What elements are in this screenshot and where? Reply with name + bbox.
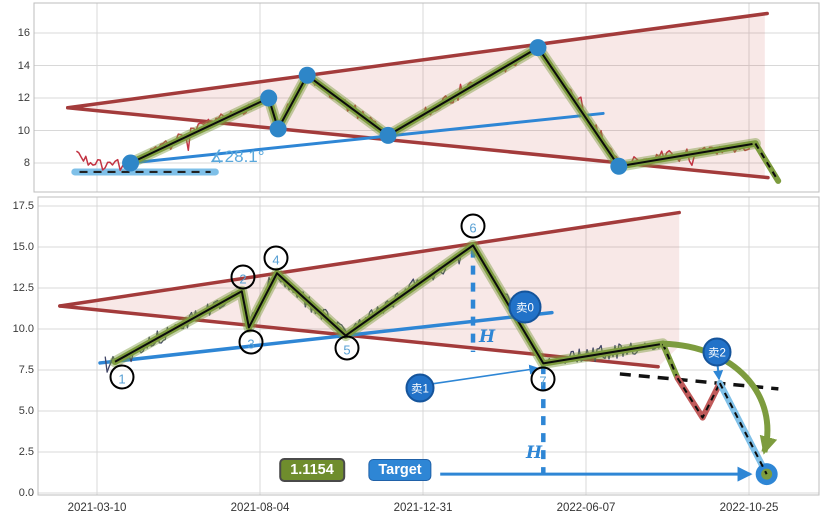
chart-canvas <box>33 2 820 496</box>
figure: ∡28.1° H H 1.1154 Target 16 14 12 10 8 17.5 15… <box>12 2 820 514</box>
